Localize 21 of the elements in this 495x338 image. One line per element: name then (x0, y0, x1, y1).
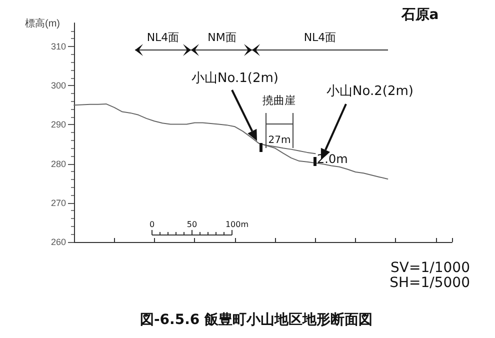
annotation: 石原a (400, 7, 439, 23)
text: SH=1/5000 (390, 275, 470, 291)
y-tick-label: 290 (50, 120, 66, 130)
annotation: 27m (268, 135, 291, 146)
annotation: 小山No.2(2m) (326, 84, 414, 99)
annotation: NM面 (208, 31, 236, 44)
y-tick-label: 260 (50, 237, 66, 247)
annotation: 0 (149, 220, 155, 229)
text: 図-6.5.6 飯豊町小山地区地形断面図 (140, 312, 373, 328)
annotation: 50 (186, 220, 198, 229)
y-axis-title: 標高(m) (25, 18, 60, 30)
annotation: NL4面 (146, 31, 180, 44)
annotation: 撓曲崖 (262, 94, 296, 107)
annotation: NL4面 (304, 31, 336, 44)
y-tick-label: 300 (50, 80, 66, 91)
y-tick-label: 280 (50, 158, 66, 169)
y-tick-label: 270 (50, 198, 66, 208)
annotation: 小山No.1(2m) (192, 71, 278, 86)
y-tick-label: 310 (50, 41, 66, 52)
annotation: 100m (225, 220, 249, 229)
text: SV=1/1000 (390, 260, 470, 276)
